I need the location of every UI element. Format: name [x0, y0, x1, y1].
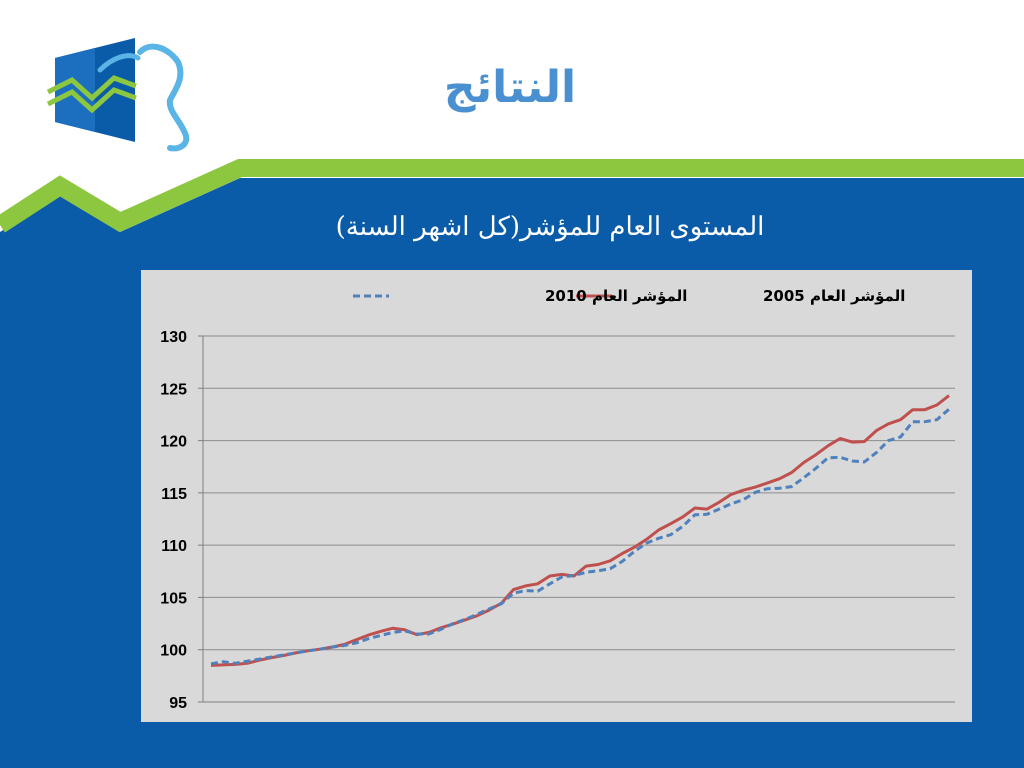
slide-title: النتائج: [443, 62, 577, 113]
chart-area: 95 100 105 110 115 120 125 130 المؤشر العام 200…: [141, 270, 972, 722]
y-tick-label: 95: [169, 695, 187, 712]
y-tick-label: 130: [160, 329, 187, 346]
y-tick-label: 100: [160, 643, 187, 660]
series-line-1: [210, 394, 950, 667]
series-line-2: [210, 408, 950, 666]
legend-entry-1: المؤشر العام 2005: [576, 287, 905, 305]
line-chart: 95 100 105 110 115 120 125 130 المؤشر العام 200…: [160, 287, 955, 712]
y-tick-label: 105: [160, 590, 187, 607]
legend-entry-2: المؤشر العام 2010: [353, 287, 687, 305]
green-zigzag-line: [0, 159, 1024, 233]
legend-label: المؤشر العام 2005: [763, 287, 905, 305]
y-tick-label: 115: [161, 486, 187, 503]
y-tick-label: 125: [160, 381, 187, 398]
chart-title: المستوى العام للمؤشر(كل اشهر السنة): [335, 212, 765, 242]
gridlines: [203, 335, 955, 651]
y-tick-label: 120: [160, 434, 187, 451]
legend-label: المؤشر العام 2010: [545, 287, 687, 305]
series-lines: [210, 394, 950, 667]
axes: [198, 335, 955, 703]
chart-logo-icon: [46, 38, 190, 152]
y-tick-label: 110: [161, 538, 187, 555]
y-tick-labels: 95 100 105 110 115 120 125 130: [160, 329, 187, 712]
legend: المؤشر العام 2005 المؤشر العام 2010: [353, 287, 905, 305]
